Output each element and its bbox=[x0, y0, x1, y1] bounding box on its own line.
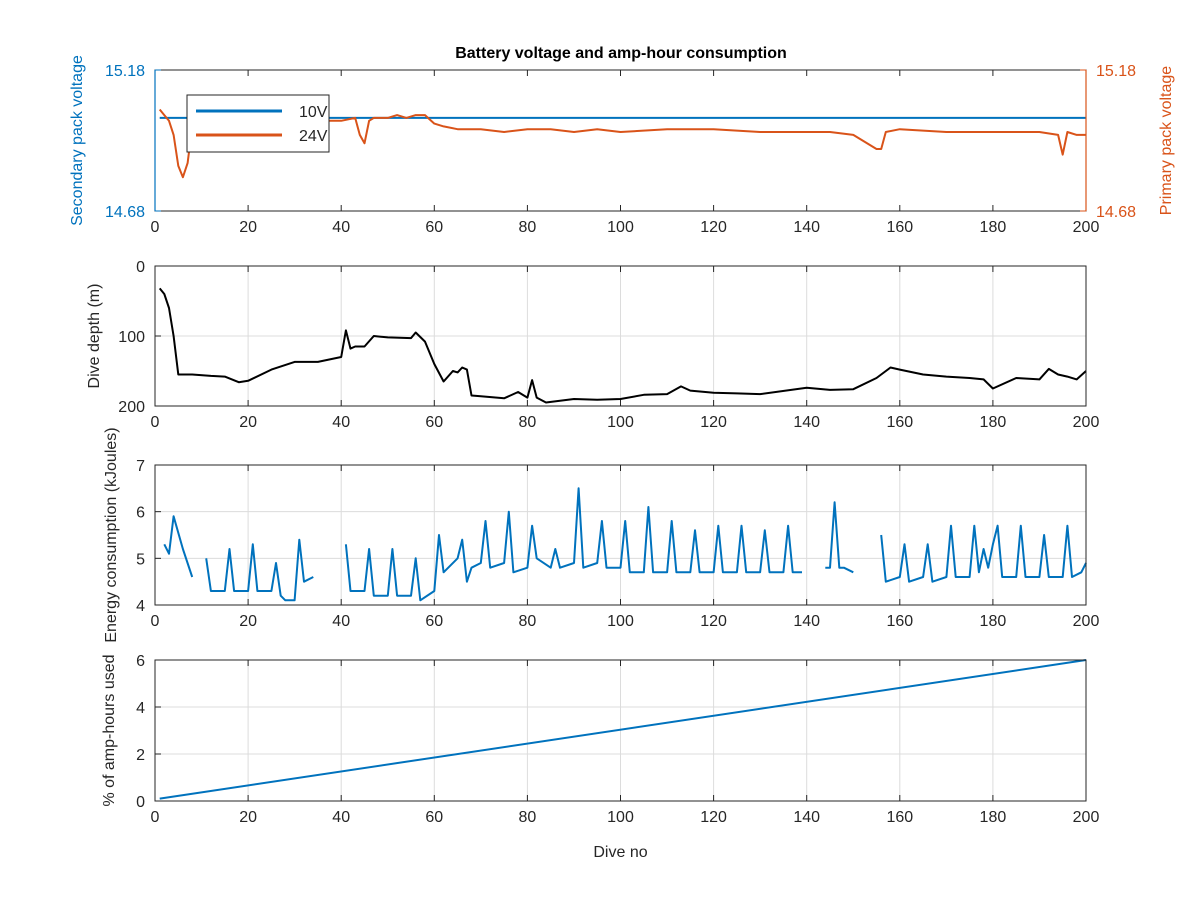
panel2-xtick-label-8: 160 bbox=[886, 414, 913, 431]
panel3-xtick-label-1: 20 bbox=[239, 613, 257, 630]
panel2-xtick-label-5: 100 bbox=[607, 414, 634, 431]
panel2-xtick-label-6: 120 bbox=[700, 414, 727, 431]
panel3-series-0-segment-0-line bbox=[163, 515, 194, 578]
panel3-xtick-label-2: 40 bbox=[332, 613, 350, 630]
panel1-xtick-label-8: 160 bbox=[886, 219, 913, 236]
panel3-xtick-label-6: 120 bbox=[700, 613, 727, 630]
panel2-xtick-label-1: 20 bbox=[239, 414, 257, 431]
panel2-xtick-label-4: 80 bbox=[519, 414, 537, 431]
panel3-xtick-label-5: 100 bbox=[607, 613, 634, 630]
panel3-xtick-label-3: 60 bbox=[425, 613, 443, 630]
panel3-ytick-label-1: 5 bbox=[136, 551, 145, 568]
panel4-ytick-label-2: 4 bbox=[136, 700, 145, 717]
panel4-xtick-label-3: 60 bbox=[425, 809, 443, 826]
panel1-xtick-label-6: 120 bbox=[700, 219, 727, 236]
panel4-xtick-label-7: 140 bbox=[793, 809, 820, 826]
panel2-xtick-label-0: 0 bbox=[151, 414, 160, 431]
panel4-ytick-label-1: 2 bbox=[136, 747, 145, 764]
panel4-xtick-label-0: 0 bbox=[151, 809, 160, 826]
panel3-xtick-label-9: 180 bbox=[980, 613, 1007, 630]
panel4-xtick-label-9: 180 bbox=[980, 809, 1007, 826]
panel1-ytick-label-1: 15.18 bbox=[105, 63, 145, 80]
panel4-xtick-label-1: 20 bbox=[239, 809, 257, 826]
legend-label-24v: 24V bbox=[299, 128, 328, 145]
panel3-ytick-label-3: 7 bbox=[136, 458, 145, 475]
legend-label-10v: 10V bbox=[299, 104, 328, 121]
panel4-xtick-label-5: 100 bbox=[607, 809, 634, 826]
panel4-xtick-label-8: 160 bbox=[886, 809, 913, 826]
panel1-xtick-label-10: 200 bbox=[1073, 219, 1100, 236]
panel1-xtick-label-5: 100 bbox=[607, 219, 634, 236]
panel4-xtick-label-2: 40 bbox=[332, 809, 350, 826]
panel4-y-axis-label: % of amp-hours used bbox=[101, 654, 118, 806]
panel3-series-0-segment-4-line bbox=[880, 524, 1087, 583]
panel1-right-ytick-label-1: 15.18 bbox=[1096, 63, 1136, 80]
panel4-series-0-line bbox=[159, 659, 1087, 800]
panel4-x-axis-label: Dive no bbox=[593, 844, 647, 861]
panel3-xtick-label-4: 80 bbox=[519, 613, 537, 630]
panel2-ytick-label-1: 100 bbox=[118, 329, 145, 346]
panel1-xtick-label-2: 40 bbox=[332, 219, 350, 236]
panel1-y-axis-label: Secondary pack voltage bbox=[69, 55, 86, 226]
panel2-y-axis-label: Dive depth (m) bbox=[86, 284, 103, 389]
panel1-ytick-label-0: 14.68 bbox=[105, 204, 145, 221]
legend-box bbox=[186, 94, 330, 153]
panel4-xtick-label-4: 80 bbox=[519, 809, 537, 826]
panel2-xtick-label-10: 200 bbox=[1073, 414, 1100, 431]
panel1-right-y-axis-label: Primary pack voltage bbox=[1158, 66, 1175, 215]
panel1-xtick-label-0: 0 bbox=[151, 219, 160, 236]
figure-title: Battery voltage and amp-hour consumption bbox=[455, 45, 787, 62]
panel4-ytick-label-0: 0 bbox=[136, 794, 145, 811]
panel3-series-0-segment-2-line bbox=[344, 487, 802, 602]
panel2-series-0-line bbox=[158, 287, 1087, 404]
panel2-xtick-label-9: 180 bbox=[980, 414, 1007, 431]
panel4-ytick-label-3: 6 bbox=[136, 653, 145, 670]
panel4-xtick-label-10: 200 bbox=[1073, 809, 1100, 826]
panel3-xtick-label-10: 200 bbox=[1073, 613, 1100, 630]
panel1-right-ytick-label-0: 14.68 bbox=[1096, 204, 1136, 221]
panel1-xtick-label-7: 140 bbox=[793, 219, 820, 236]
panel2-ytick-label-0: 0 bbox=[136, 259, 145, 276]
panel2-ytick-label-2: 200 bbox=[118, 399, 145, 416]
panel1-xtick-label-4: 80 bbox=[519, 219, 537, 236]
panel3-ytick-label-2: 6 bbox=[136, 505, 145, 522]
panel3-xtick-label-8: 160 bbox=[886, 613, 913, 630]
panel3-ytick-label-0: 4 bbox=[136, 598, 145, 615]
panel3-xtick-label-0: 0 bbox=[151, 613, 160, 630]
panel3-series-0-segment-3-line bbox=[825, 501, 854, 574]
panel2-xtick-label-7: 140 bbox=[793, 414, 820, 431]
panel1-xtick-label-9: 180 bbox=[980, 219, 1007, 236]
panel3-xtick-label-7: 140 bbox=[793, 613, 820, 630]
panel1-xtick-label-3: 60 bbox=[425, 219, 443, 236]
panel2-xtick-label-3: 60 bbox=[425, 414, 443, 431]
panel2-xtick-label-2: 40 bbox=[332, 414, 350, 431]
panel3-y-axis-label: Energy consumption (kJoules) bbox=[103, 427, 120, 642]
panel1-xtick-label-1: 20 bbox=[239, 219, 257, 236]
panel3-series-0-segment-1-line bbox=[205, 538, 314, 602]
panel4-xtick-label-6: 120 bbox=[700, 809, 727, 826]
